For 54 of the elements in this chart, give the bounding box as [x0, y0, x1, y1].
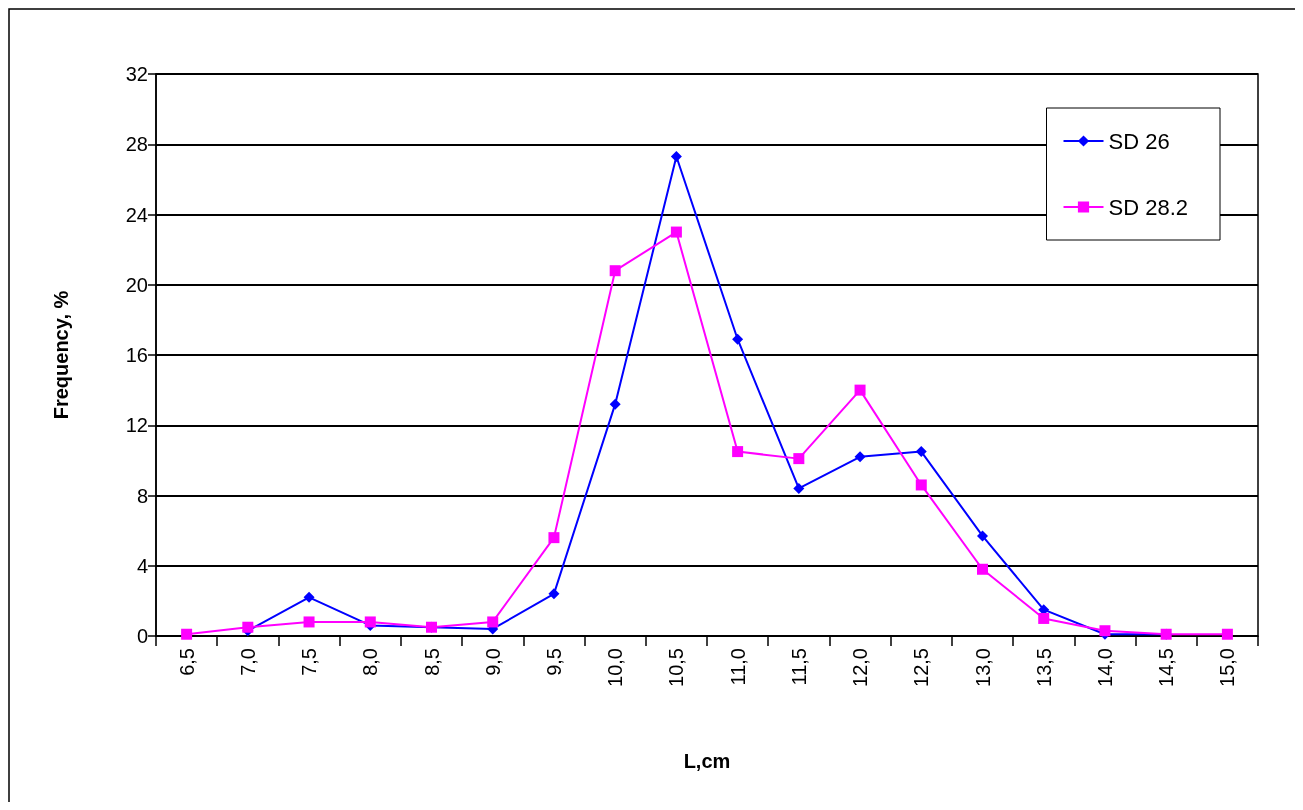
point [303, 591, 315, 603]
x-tick-label: 14,0 [1093, 648, 1116, 687]
point [977, 563, 988, 575]
x-tick-label: 8,5 [420, 648, 443, 676]
point [548, 588, 560, 600]
point [609, 265, 621, 277]
x-tick-label: 10,0 [604, 648, 627, 687]
legend-label: SD 26 [1108, 128, 1170, 154]
x-tick-label: 9,0 [481, 648, 504, 676]
x-tick-label: 8,0 [359, 648, 382, 676]
legend-label: SD 28.2 [1108, 194, 1189, 220]
y-tick-label: 24 [125, 203, 148, 226]
point [793, 482, 805, 494]
x-axis-title: L,cm [683, 750, 731, 772]
point [977, 530, 988, 542]
point [793, 453, 805, 465]
point [181, 628, 193, 640]
x-tick-label: 12,0 [849, 648, 872, 687]
point [303, 616, 315, 628]
x-tick-label: 11,0 [726, 648, 749, 686]
x-tick-label: 11,5 [787, 648, 810, 686]
point [915, 479, 927, 491]
x-tick-label: 9,5 [542, 648, 565, 676]
y-axis-title: Frequency, % [50, 290, 72, 420]
x-tick-label: 13,0 [971, 648, 994, 687]
point [854, 384, 866, 396]
y-tick-label: 16 [125, 344, 148, 366]
x-tick-label: 14,5 [1155, 648, 1178, 687]
x-tick-label: 7,5 [298, 648, 321, 676]
y-tick-label: 20 [125, 273, 148, 296]
point [1221, 628, 1233, 640]
x-tick-label: 6,5 [175, 648, 198, 676]
y-tick-label: 12 [125, 414, 148, 437]
x-tick-label: 12,5 [910, 648, 933, 687]
y-tick-label: 0 [136, 625, 148, 647]
point [732, 333, 744, 345]
point [487, 616, 499, 628]
point [670, 226, 682, 238]
y-tick-label: 4 [136, 554, 148, 577]
point [548, 532, 560, 544]
point [1038, 612, 1050, 624]
x-tick-label: 15,0 [1216, 648, 1239, 687]
y-tick-label: 32 [125, 63, 148, 85]
point [915, 446, 927, 458]
x-tick-label: 10,5 [665, 648, 688, 687]
y-tick-label: 8 [136, 484, 148, 507]
x-tick-label: 13,5 [1032, 648, 1055, 687]
point [854, 451, 866, 463]
x-tick-label: 7,0 [236, 648, 259, 676]
y-tick-label: 28 [125, 133, 148, 156]
point [609, 398, 621, 410]
point [732, 446, 744, 458]
point [670, 151, 682, 163]
point [242, 621, 254, 633]
